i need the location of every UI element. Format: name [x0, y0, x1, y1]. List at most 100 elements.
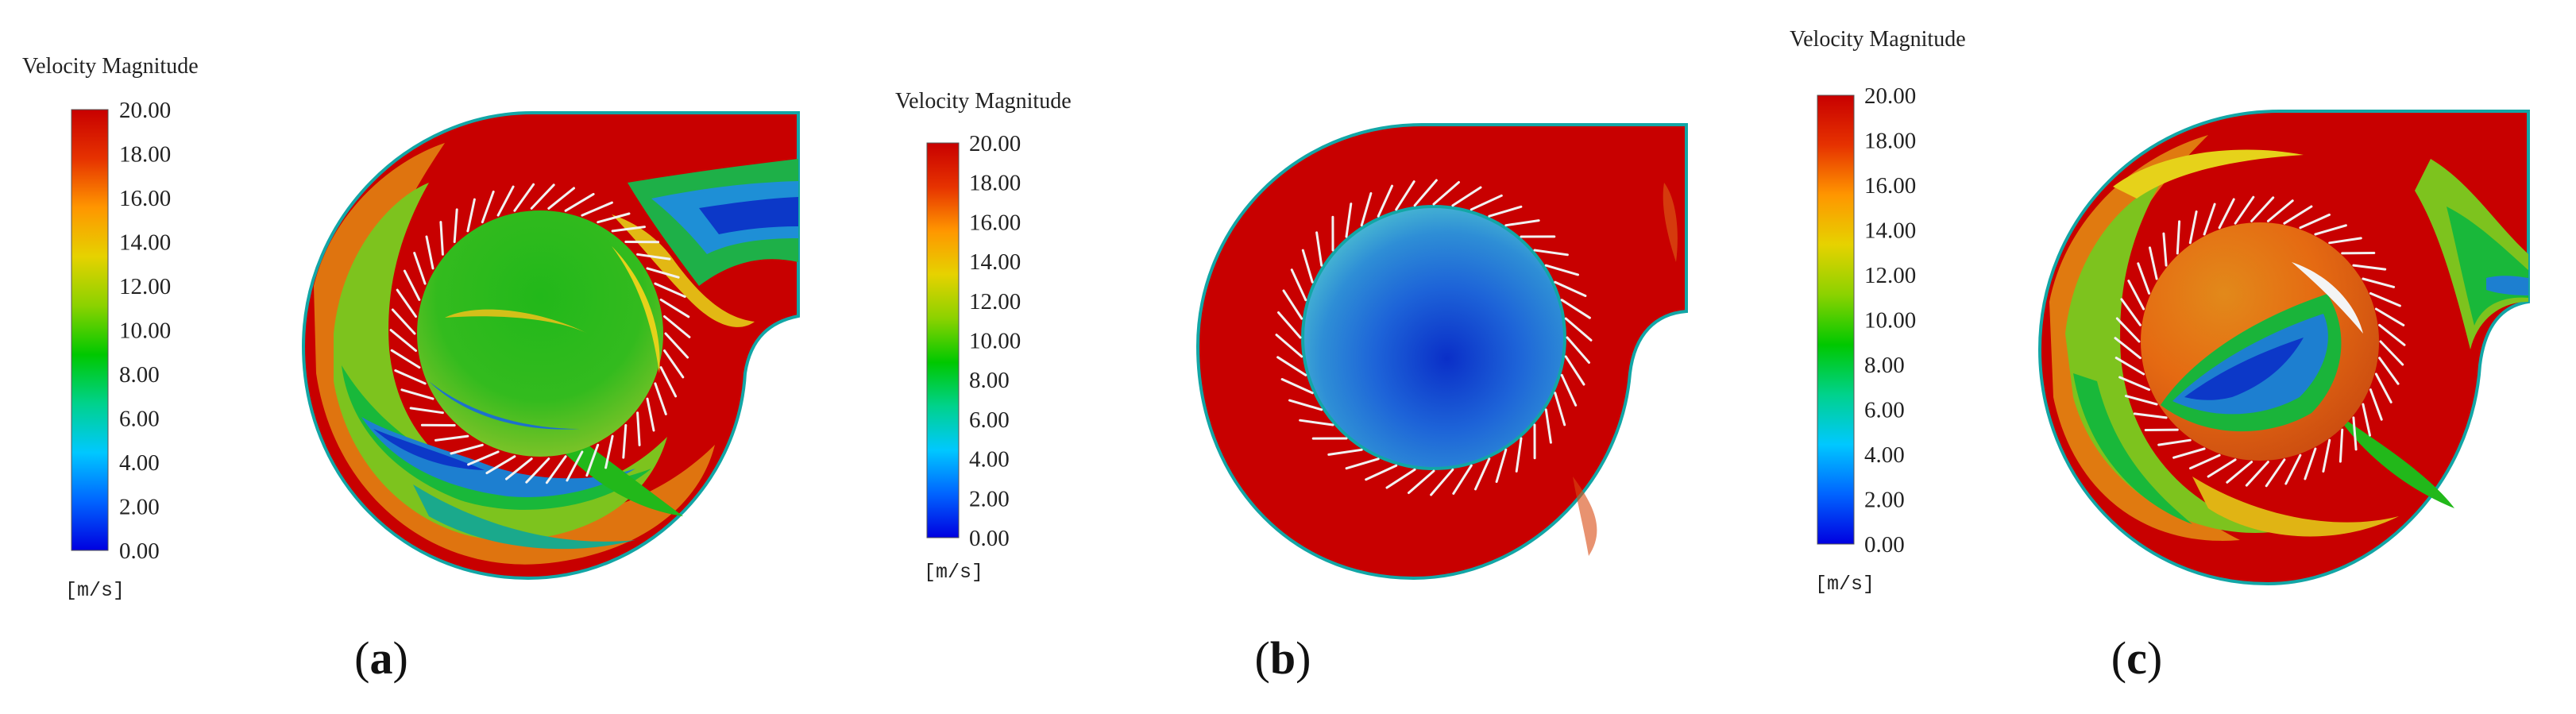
legend-tick-label: 14.00: [119, 230, 171, 256]
legend-ticks-c: 20.00 18.00 16.00 14.00 12.00 10.00 8.00 6.00 4.…: [1864, 83, 1916, 558]
impeller-blade: [1495, 448, 1508, 483]
impeller-blade: [663, 315, 691, 338]
impeller-blade: [2314, 224, 2347, 236]
legend-tick-label: 6.00: [969, 407, 1010, 433]
impeller-blade: [2299, 213, 2331, 230]
impeller-blade: [2362, 277, 2396, 288]
casing-b: [1195, 123, 1688, 581]
impeller-blade: [1544, 264, 1579, 276]
caption-c-letter: c: [2126, 632, 2147, 684]
impeller-blade: [2114, 337, 2142, 360]
legend-tick-label: 12.00: [1864, 263, 1916, 288]
impeller-blade: [2362, 403, 2371, 437]
impeller-blade: [1299, 419, 1334, 426]
impeller-blades-b: [1275, 179, 1593, 496]
impeller-blade: [396, 288, 417, 318]
impeller-blade: [1385, 468, 1416, 489]
impeller-blade: [1345, 457, 1380, 470]
impeller-blade: [566, 450, 584, 482]
impeller-blade: [530, 183, 555, 210]
impeller-blade: [1275, 334, 1303, 358]
legend-bar-c: [1817, 95, 1855, 545]
legend-tick-label: 4.00: [119, 450, 160, 476]
impeller-blade: [425, 235, 434, 270]
impeller-blade: [1377, 184, 1393, 218]
impeller-blade: [1408, 469, 1435, 494]
impeller-blade: [409, 407, 444, 415]
caption-a-letter: a: [370, 632, 393, 684]
impeller-blade: [1560, 373, 1578, 407]
caption-b: (b): [1255, 632, 1311, 684]
impeller-blade: [1413, 179, 1438, 207]
impeller-blade: [1327, 448, 1363, 456]
impeller-blade: [413, 252, 427, 285]
legend-c: Velocity Magnitude 20.00 18.00 16.00 14.00 1…: [1790, 27, 1966, 596]
impeller-blade: [390, 349, 421, 369]
legend-title-a: Velocity Magnitude: [22, 54, 199, 79]
impeller-blade: [439, 221, 444, 256]
impeller-blade: [400, 388, 434, 400]
legend-tick-label: 8.00: [969, 368, 1010, 393]
impeller-blade: [2226, 461, 2254, 484]
impeller-blade: [2176, 220, 2181, 255]
impeller-blade: [394, 369, 427, 385]
impeller-blade: [2374, 372, 2393, 403]
impeller-blade: [1277, 311, 1302, 339]
impeller-blade: [2149, 246, 2158, 280]
impeller-blade: [481, 190, 495, 224]
impeller-blade: [1554, 280, 1587, 297]
legend-ticks-b: 20.00 18.00 16.00 14.00 12.00 10.00 8.00 6.00 4.…: [969, 131, 1021, 551]
impeller-blade: [466, 198, 476, 233]
impeller-blade: [1365, 464, 1398, 481]
impeller-blade: [434, 434, 469, 442]
impeller-blade: [636, 253, 671, 261]
legend-tick-label: 12.00: [969, 289, 1021, 315]
legend-tick-label: 4.00: [969, 447, 1010, 473]
impeller-blade: [1515, 437, 1523, 473]
impeller-blade: [2379, 340, 2404, 366]
impeller-blade: [2120, 298, 2142, 326]
panel-b: Velocity Magnitude 20.00 18.00 16.00 14.00 1…: [895, 89, 1688, 584]
legend-unit-c: [m/s]: [1815, 573, 1875, 596]
legend-bar-b: [926, 142, 960, 538]
legend-tick-label: 16.00: [119, 186, 171, 211]
impeller-blade: [2352, 264, 2387, 271]
impeller-blades-a: [389, 183, 691, 484]
impeller-blade: [2127, 280, 2145, 311]
legend-tick-label: 14.00: [969, 249, 1021, 275]
impeller-blade: [513, 183, 535, 212]
legend-tick-label: 14.00: [1864, 218, 1916, 244]
impeller-blade: [1544, 408, 1552, 444]
impeller-blade: [525, 457, 550, 484]
impeller-blade: [611, 226, 646, 233]
legend-tick-label: 20.00: [119, 98, 171, 123]
impeller-blade: [1488, 205, 1523, 218]
legend-tick-label: 6.00: [119, 407, 160, 432]
impeller-blade: [2115, 317, 2141, 343]
impeller-blade: [564, 192, 595, 212]
impeller-blade: [2137, 262, 2151, 295]
impeller-blade: [646, 267, 680, 279]
legend-tick-label: 2.00: [969, 486, 1010, 511]
legend-unit-b: [m/s]: [924, 561, 983, 584]
impeller-blade: [1564, 355, 1585, 386]
flow-regions-a: [314, 143, 798, 565]
impeller-blade: [2374, 307, 2405, 326]
impeller-blade: [659, 298, 690, 318]
impeller-blade: [2245, 461, 2269, 487]
caption-c: (c): [2111, 632, 2162, 684]
impeller-blade: [2218, 198, 2235, 230]
impeller-blade: [1504, 219, 1540, 227]
impeller-blade: [2203, 203, 2216, 236]
casing-a: [301, 111, 800, 581]
impeller-blade: [585, 443, 600, 477]
legend-a: Velocity Magnitude 20.00 18.00 16.00 14.00 1…: [22, 54, 199, 602]
legend-tick-label: 2.00: [119, 495, 160, 520]
impeller-blade: [1282, 289, 1303, 320]
impeller-blade: [664, 332, 689, 359]
legend-tick-label: 6.00: [1864, 398, 1905, 423]
impeller-eye-b: [1301, 205, 1566, 470]
impeller-blade: [1533, 249, 1569, 257]
impeller-blade: [1301, 249, 1314, 284]
impeller-blade: [2378, 357, 2400, 385]
